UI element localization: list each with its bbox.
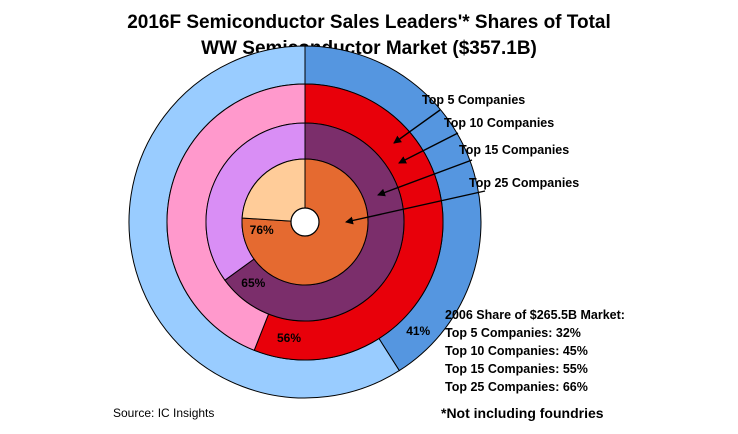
chart-title-line-1: 2016F Semiconductor Sales Leaders'* Shar…	[127, 12, 611, 33]
callout-arrow	[377, 159, 473, 197]
callout-label: Top 15 Companies	[459, 143, 569, 157]
source-note: Source: IC Insights	[113, 406, 215, 420]
historical-share-box: 2006 Share of $265.5B Market: Top 5 Comp…	[445, 306, 625, 396]
center-hole	[290, 207, 320, 237]
ring-percent-label: 76%	[250, 223, 274, 237]
historical-share-heading: 2006 Share of $265.5B Market:	[445, 308, 625, 322]
ring-percent-label: 65%	[241, 276, 265, 290]
chart-title: 2016F Semiconductor Sales Leaders'* Shar…	[0, 10, 738, 62]
ring-percent-label: 56%	[277, 331, 301, 345]
callout-arrow	[393, 109, 441, 144]
callout-arrow	[398, 132, 459, 164]
ring-percent-label: 41%	[406, 324, 430, 338]
historical-share-line: Top 25 Companies: 66%	[445, 380, 588, 394]
callout-label: Top 25 Companies	[469, 176, 579, 190]
footnote: *Not including foundries	[441, 405, 604, 421]
historical-share-line: Top 15 Companies: 55%	[445, 362, 588, 376]
callout-label: Top 5 Companies	[422, 93, 525, 107]
callout-arrow	[345, 190, 486, 225]
callout-label: Top 10 Companies	[444, 116, 554, 130]
historical-share-line: Top 10 Companies: 45%	[445, 344, 588, 358]
historical-share-line: Top 5 Companies: 32%	[445, 326, 581, 340]
